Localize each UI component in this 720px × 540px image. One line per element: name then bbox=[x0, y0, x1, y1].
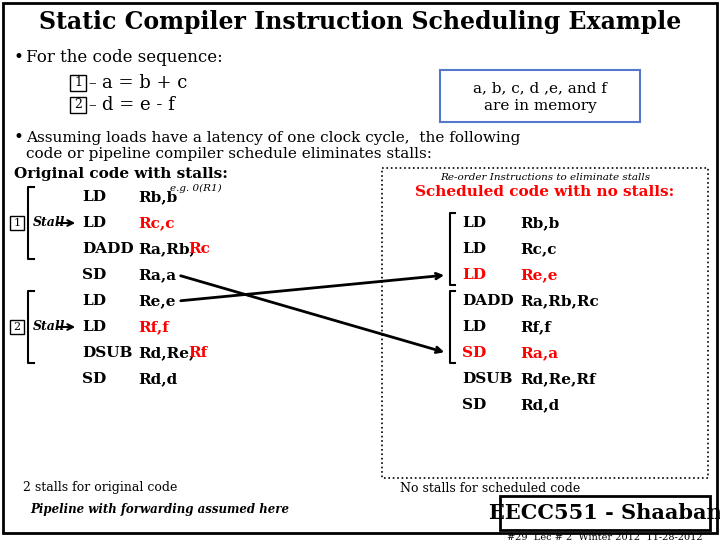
Text: 2: 2 bbox=[14, 322, 21, 332]
Text: LD: LD bbox=[82, 190, 106, 204]
Text: For the code sequence:: For the code sequence: bbox=[26, 50, 222, 66]
Text: Re,e: Re,e bbox=[520, 268, 557, 282]
Text: 2 stalls for original code: 2 stalls for original code bbox=[23, 482, 177, 495]
Text: Rc,c: Rc,c bbox=[520, 242, 557, 256]
Text: LD: LD bbox=[462, 320, 486, 334]
Text: Rf,f: Rf,f bbox=[138, 320, 169, 334]
Text: e.g. 0(R1): e.g. 0(R1) bbox=[170, 184, 222, 193]
Text: a = b + c: a = b + c bbox=[102, 74, 187, 92]
Bar bbox=[10, 320, 24, 334]
Text: LD: LD bbox=[82, 216, 106, 230]
Text: Pipeline with forwarding assumed here: Pipeline with forwarding assumed here bbox=[30, 503, 289, 516]
Text: SD: SD bbox=[82, 268, 107, 282]
Text: DSUB: DSUB bbox=[462, 372, 513, 386]
Text: LD: LD bbox=[462, 242, 486, 256]
Text: Rc,c: Rc,c bbox=[138, 216, 174, 230]
Text: LD: LD bbox=[82, 294, 106, 308]
Text: Ra,Rb,Rc: Ra,Rb,Rc bbox=[520, 294, 599, 308]
Text: Original code with stalls:: Original code with stalls: bbox=[14, 167, 228, 181]
Bar bbox=[440, 70, 640, 122]
Text: EECC551 - Shaaban: EECC551 - Shaaban bbox=[489, 503, 720, 523]
Text: Rf,f: Rf,f bbox=[520, 320, 551, 334]
Text: Assuming loads have a latency of one clock cycle,  the following: Assuming loads have a latency of one clo… bbox=[26, 131, 521, 145]
Text: are in memory: are in memory bbox=[484, 99, 596, 113]
Text: Rd,Re,: Rd,Re, bbox=[138, 346, 194, 360]
Text: a, b, c, d ,e, and f: a, b, c, d ,e, and f bbox=[473, 81, 607, 95]
Text: Scheduled code with no stalls:: Scheduled code with no stalls: bbox=[415, 185, 675, 199]
Text: Static Compiler Instruction Scheduling Example: Static Compiler Instruction Scheduling E… bbox=[39, 10, 681, 34]
Text: DADD: DADD bbox=[82, 242, 134, 256]
Text: DSUB: DSUB bbox=[82, 346, 132, 360]
Text: Re-order Instructions to eliminate stalls: Re-order Instructions to eliminate stall… bbox=[440, 173, 650, 183]
Text: –: – bbox=[88, 76, 96, 90]
Text: 2: 2 bbox=[74, 98, 82, 111]
Text: •: • bbox=[14, 50, 24, 66]
Text: SD: SD bbox=[82, 372, 107, 386]
Text: SD: SD bbox=[462, 346, 486, 360]
Text: LD: LD bbox=[82, 320, 106, 334]
Bar bbox=[10, 216, 24, 230]
Text: Rb,b: Rb,b bbox=[520, 216, 559, 230]
Text: Rd,d: Rd,d bbox=[138, 372, 177, 386]
Text: –: – bbox=[88, 98, 96, 112]
Text: Rb,b: Rb,b bbox=[138, 190, 177, 204]
Text: 1: 1 bbox=[74, 77, 82, 90]
Text: Ra,a: Ra,a bbox=[138, 268, 176, 282]
Text: DADD: DADD bbox=[462, 294, 513, 308]
Text: Rf: Rf bbox=[188, 346, 207, 360]
Text: SD: SD bbox=[462, 398, 486, 412]
Text: Rd,Re,Rf: Rd,Re,Rf bbox=[520, 372, 595, 386]
Text: Rd,d: Rd,d bbox=[520, 398, 559, 412]
Bar bbox=[500, 496, 710, 530]
Text: Stall: Stall bbox=[33, 217, 66, 230]
Text: Re,e: Re,e bbox=[138, 294, 176, 308]
Bar bbox=[70, 97, 86, 113]
Bar bbox=[70, 75, 86, 91]
Text: Stall: Stall bbox=[33, 321, 66, 334]
Text: No stalls for scheduled code: No stalls for scheduled code bbox=[400, 482, 580, 495]
Bar bbox=[382, 168, 708, 478]
Text: 1: 1 bbox=[14, 218, 21, 228]
Text: d = e - f: d = e - f bbox=[102, 96, 175, 114]
Text: LD: LD bbox=[462, 216, 486, 230]
Text: code or pipeline compiler schedule eliminates stalls:: code or pipeline compiler schedule elimi… bbox=[26, 147, 432, 161]
Text: #29  Lec # 2  Winter 2012  11-28-2012: #29 Lec # 2 Winter 2012 11-28-2012 bbox=[507, 534, 703, 540]
Text: Ra,a: Ra,a bbox=[520, 346, 558, 360]
Text: •: • bbox=[14, 130, 24, 146]
Text: Ra,Rb,: Ra,Rb, bbox=[138, 242, 195, 256]
Text: LD: LD bbox=[462, 268, 486, 282]
Text: Rc: Rc bbox=[188, 242, 210, 256]
